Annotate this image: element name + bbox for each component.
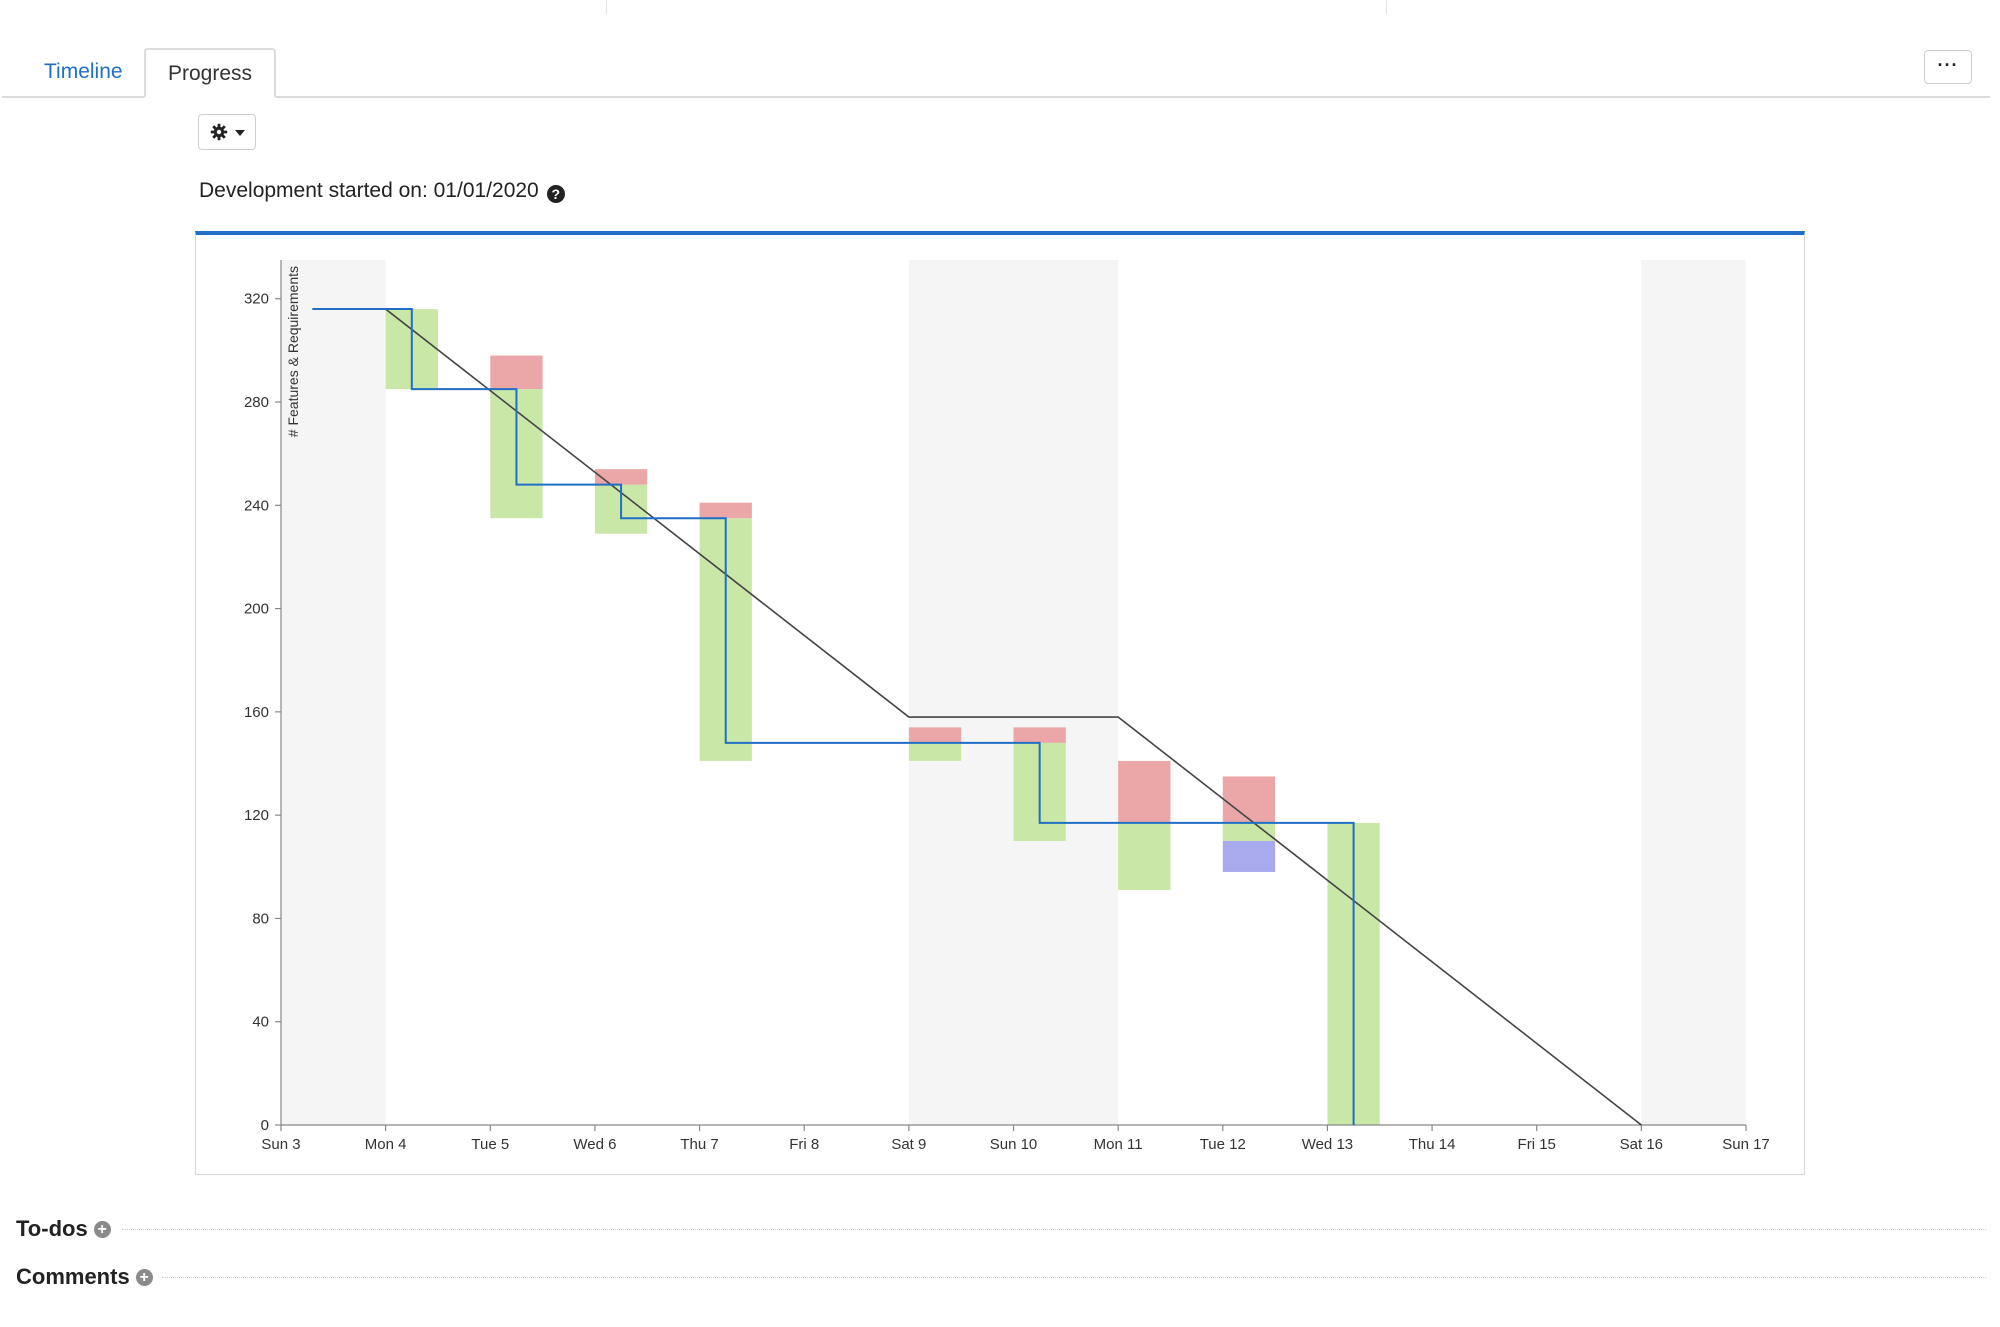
burndown-chart-panel: 0 40 80 120 160 200 240 280 320 Sun 3 Mon 4 Tue 5 We…	[195, 231, 1805, 1175]
todos-title: To-dos	[16, 1216, 88, 1241]
x-tick-label: Wed 13	[1302, 1136, 1353, 1153]
bar-added	[1118, 760, 1171, 823]
x-tick-label: Thu 7	[680, 1136, 718, 1153]
y-tick-label: 320	[244, 291, 269, 308]
actual-burndown-line	[312, 308, 1355, 1125]
header-divider	[606, 0, 607, 14]
comments-section: Comments +	[16, 1262, 1986, 1292]
x-tick-label: Tue 12	[1200, 1136, 1246, 1153]
section-divider	[122, 1229, 1986, 1230]
more-options-button[interactable]: ···	[1924, 50, 1972, 84]
weekend-band	[1641, 260, 1746, 1125]
bar-added	[699, 502, 752, 519]
weekend-band	[908, 260, 1014, 1125]
bar-completed	[1222, 822, 1276, 841]
bar-removed	[1222, 840, 1276, 872]
x-tick-label: Wed 6	[573, 1136, 616, 1153]
chart-settings-button[interactable]	[198, 114, 256, 150]
y-tick-label: 160	[244, 704, 269, 721]
comments-title: Comments	[16, 1264, 130, 1289]
header-divider	[1386, 0, 1387, 14]
x-tick-label: Sun 3	[261, 1136, 300, 1153]
chevron-down-icon	[235, 130, 245, 136]
question-circle-icon[interactable]: ?	[546, 185, 565, 203]
x-tick-label: Sun 10	[990, 1136, 1038, 1153]
todos-section: To-dos +	[16, 1214, 1986, 1244]
bar-added	[594, 469, 648, 485]
x-tick-label: Fri 8	[789, 1136, 819, 1153]
bar-completed	[1118, 822, 1171, 891]
tab-timeline[interactable]: Timeline	[44, 60, 123, 83]
bar-added	[1222, 776, 1276, 823]
add-todo-plus-icon[interactable]: +	[93, 1220, 111, 1238]
bar-added	[908, 727, 962, 743]
y-tick-label: 200	[244, 601, 269, 618]
weekend-band	[1013, 260, 1119, 1125]
development-start-label: Development started on: 01/01/2020?	[199, 177, 565, 205]
weekend-band	[281, 260, 386, 1125]
tab-bar: Timeline Progress	[2, 48, 1990, 98]
tab-progress[interactable]: Progress	[144, 48, 277, 98]
x-tick-label: Thu 14	[1409, 1136, 1456, 1153]
x-tick-label: Sat 9	[891, 1136, 926, 1153]
y-tick-label: 40	[252, 1014, 269, 1031]
y-tick-label: 120	[244, 807, 269, 824]
x-tick-label: Sun 17	[1722, 1136, 1770, 1153]
y-axis-label: # Features & Requirements	[285, 266, 301, 437]
development-start-text: Development started on: 01/01/2020	[199, 179, 539, 202]
bar-added	[1013, 727, 1066, 743]
x-tick-label: Sat 16	[1620, 1136, 1663, 1153]
ellipsis-icon: ···	[1937, 55, 1959, 75]
y-tick-label: 0	[261, 1117, 269, 1134]
bar-added	[490, 355, 543, 390]
gear-icon	[210, 123, 228, 141]
x-tick-label: Mon 4	[365, 1136, 407, 1153]
burndown-chart: 0 40 80 120 160 200 240 280 320 Sun 3 Mon 4 Tue 5 We…	[244, 260, 1770, 1153]
bar-completed	[908, 742, 962, 761]
y-tick-label: 280	[244, 394, 269, 411]
add-comment-plus-icon[interactable]: +	[135, 1268, 153, 1286]
x-tick-label: Tue 5	[471, 1136, 509, 1153]
x-tick-label: Fri 15	[1518, 1136, 1556, 1153]
y-tick-label: 80	[252, 910, 269, 927]
section-divider	[162, 1277, 1986, 1278]
x-tick-label: Mon 11	[1094, 1136, 1143, 1153]
y-tick-label: 240	[244, 497, 269, 514]
